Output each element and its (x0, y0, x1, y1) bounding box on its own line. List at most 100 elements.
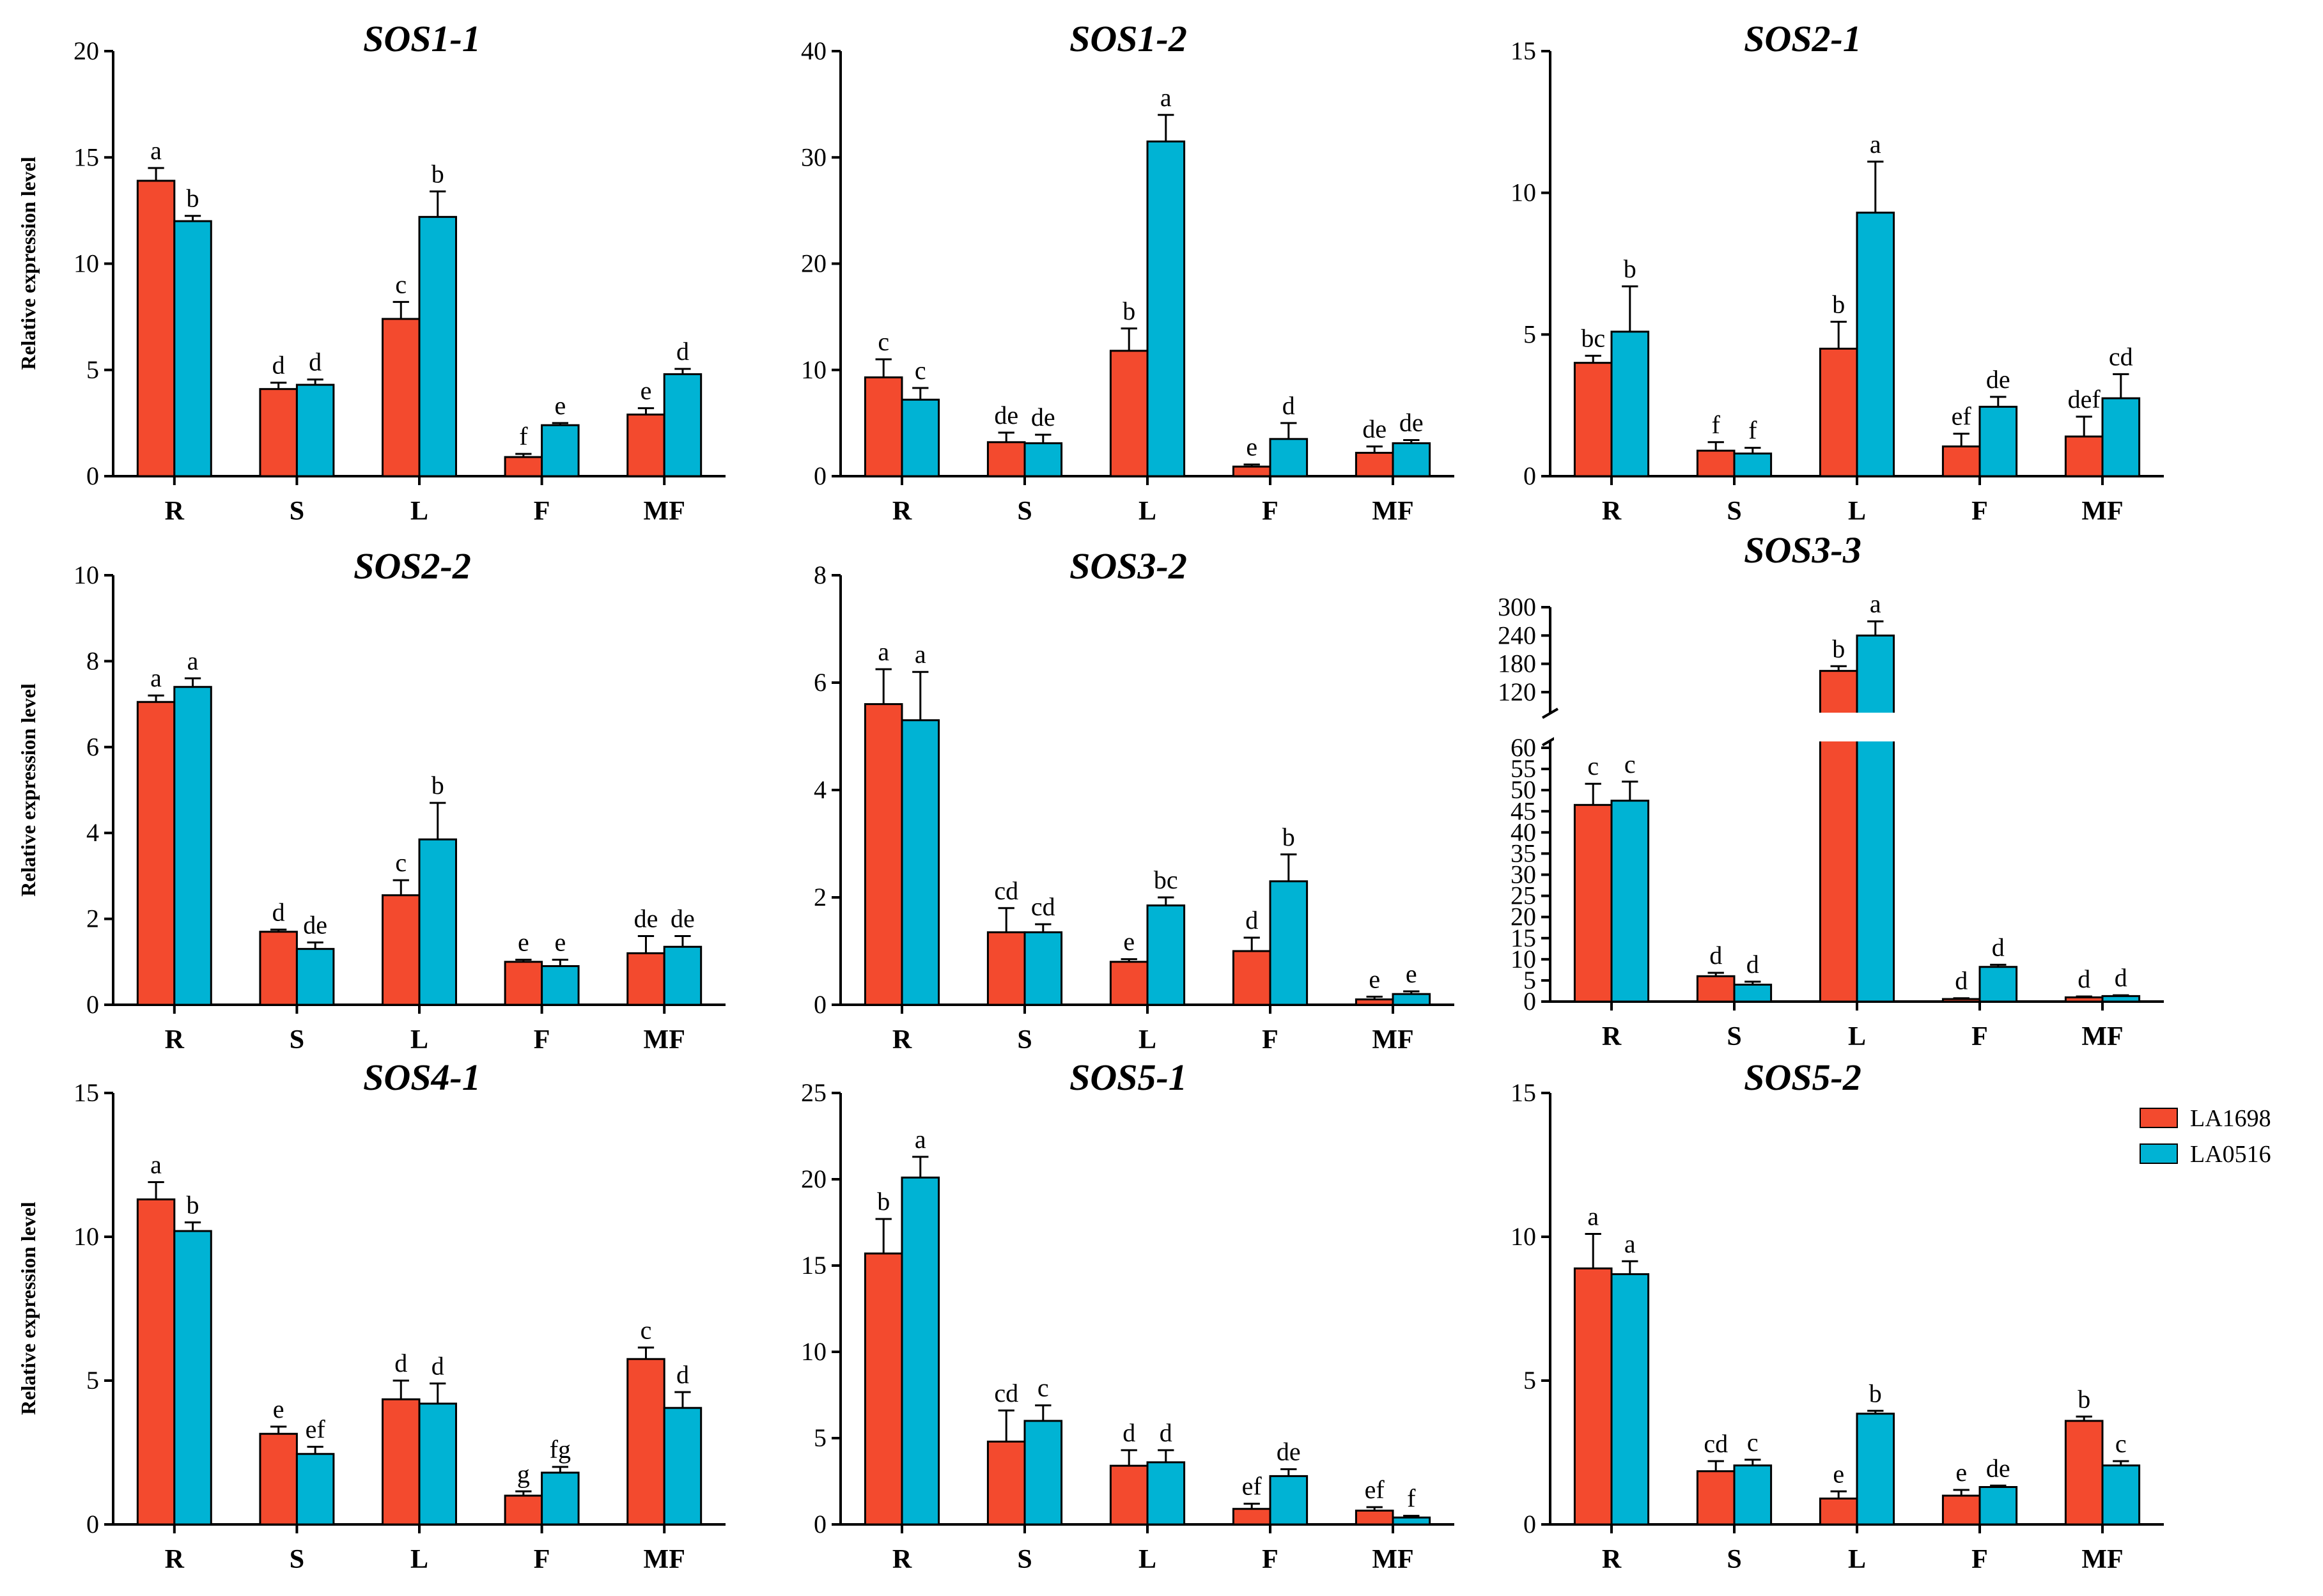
bar-la1698-r (864, 703, 903, 1006)
y-tick-label: 50 (1511, 775, 1536, 804)
x-tick-label: MF (2081, 1545, 2123, 1574)
significance-letter: d (431, 1352, 444, 1381)
x-tick-label: F (534, 497, 550, 526)
y-tick-label: 0 (1523, 461, 1536, 490)
bar-la0516-mf (663, 1407, 703, 1526)
x-tick-label: MF (644, 497, 685, 526)
significance-letter: c (1624, 750, 1636, 779)
chart-title: SOS4-1 (363, 1057, 481, 1098)
chart-title: SOS3-2 (1069, 545, 1187, 587)
bar-group: def (2064, 385, 2104, 477)
significance-letter: d (2115, 963, 2127, 992)
bar-la0516-r (901, 398, 940, 477)
bar-group: ef (1232, 1472, 1271, 1526)
y-tick-label: 20 (1511, 903, 1536, 931)
significance-letter: a (1624, 1229, 1636, 1258)
x-tick-label: R (1602, 1545, 1622, 1574)
y-tick-label: 6 (86, 732, 99, 761)
x-tick-label: S (1727, 497, 1741, 526)
significance-letter: d (309, 348, 322, 376)
bar-group: a (136, 136, 176, 477)
significance-letter: fg (550, 1435, 571, 1464)
significance-letter: ef (306, 1415, 326, 1444)
significance-letter: c (1747, 1428, 1759, 1457)
x-tick-label: L (410, 1025, 428, 1055)
x-tick-label: R (165, 1025, 185, 1055)
significance-letter: e (641, 376, 652, 405)
bar-la1698-s (986, 1440, 1026, 1526)
significance-letter: e (1833, 1459, 1844, 1488)
chart-panel-sos2-2: SOS2-2 Relative expression level 0 2 4 6 8 10 R S… (17, 545, 726, 1055)
bar-group: d (295, 348, 335, 477)
x-tick-label: S (290, 497, 304, 526)
y-tick-label: 5 (814, 1423, 827, 1452)
axis-break-gap (1554, 713, 2164, 741)
x-tick-label: F (1262, 1545, 1278, 1574)
x-tick-label: S (290, 1545, 304, 1574)
bar-group: de (1023, 403, 1063, 477)
bar-group: de (1978, 365, 2018, 477)
bar-la0516-l (1856, 212, 1895, 477)
bar-la0516-l (418, 1402, 457, 1526)
bar-group: b (1269, 823, 1309, 1006)
bar-la1698-l (382, 318, 421, 477)
x-tick-label: MF (1372, 497, 1413, 526)
bar-group: bc (1573, 324, 1613, 477)
significance-letter: ef (1365, 1475, 1385, 1504)
x-tick-label: F (1262, 1025, 1278, 1055)
significance-letter: e (273, 1395, 284, 1423)
y-tick-label: 45 (1511, 796, 1536, 825)
bar-group: d (1978, 933, 2018, 1003)
significance-letter: ef (1242, 1472, 1262, 1501)
significance-letter: d (1992, 933, 2005, 961)
bar-la0516-s (1023, 442, 1063, 477)
bar-la0516-l (1146, 140, 1186, 477)
bar-group: cd (1023, 892, 1063, 1006)
significance-letter: d (1245, 906, 1258, 934)
bar-la0516-s (1733, 453, 1773, 477)
significance-letter: b (877, 1187, 890, 1216)
significance-letter: d (272, 897, 285, 926)
bar-la1698-f (504, 1494, 543, 1526)
bar-la1698-r (136, 180, 176, 477)
x-tick-label: S (1017, 497, 1032, 526)
bar-la0516-mf (1392, 1516, 1431, 1526)
significance-letter: d (676, 1360, 689, 1389)
bar-group: c (1733, 1428, 1773, 1526)
bar-group: d (1696, 941, 1736, 1003)
bar-group: c (2101, 1429, 2141, 1526)
y-tick-label: 0 (814, 1510, 827, 1538)
legend-swatch-la0516 (2140, 1143, 2178, 1164)
bar-group: b (1610, 254, 1650, 477)
bar-la1698-f (504, 456, 543, 477)
bar-la1698-s (1696, 449, 1736, 477)
bar-group: b (1819, 290, 1858, 477)
y-tick-label: 15 (801, 1251, 827, 1280)
bar-la1698-s (1696, 1470, 1736, 1526)
bar-la0516-r (1610, 1273, 1650, 1526)
bar-group: cd (1696, 1429, 1736, 1526)
significance-letter: de (1031, 403, 1055, 431)
bar-la0516-f (1269, 880, 1309, 1006)
x-tick-label: S (1017, 1025, 1032, 1055)
x-tick-label: L (1848, 497, 1866, 526)
significance-letter: b (187, 184, 199, 213)
significance-letter: c (1037, 1374, 1049, 1402)
significance-letter: ef (1952, 402, 1972, 431)
significance-letter: b (1282, 823, 1295, 851)
y-tick-label: 10 (1511, 1222, 1536, 1251)
x-tick-label: L (410, 1545, 428, 1574)
chart-panel-sos4-1: SOS4-1 Relative expression level 0 5 10 15 R S L… (17, 1057, 726, 1574)
y-tick-label: 25 (1511, 881, 1536, 910)
bar-la0516-mf (2101, 995, 2141, 1003)
y-tick-label: 15 (1511, 924, 1536, 952)
bar-la0516-mf (1392, 442, 1431, 477)
significance-letter: cd (1031, 892, 1055, 921)
bar-la1698-l (1819, 348, 1858, 477)
bar-group: d (663, 337, 703, 477)
significance-letter: c (395, 270, 407, 298)
bar-la1698-l (1109, 961, 1149, 1006)
significance-letter: a (150, 663, 162, 692)
x-tick-label: L (1138, 1025, 1156, 1055)
